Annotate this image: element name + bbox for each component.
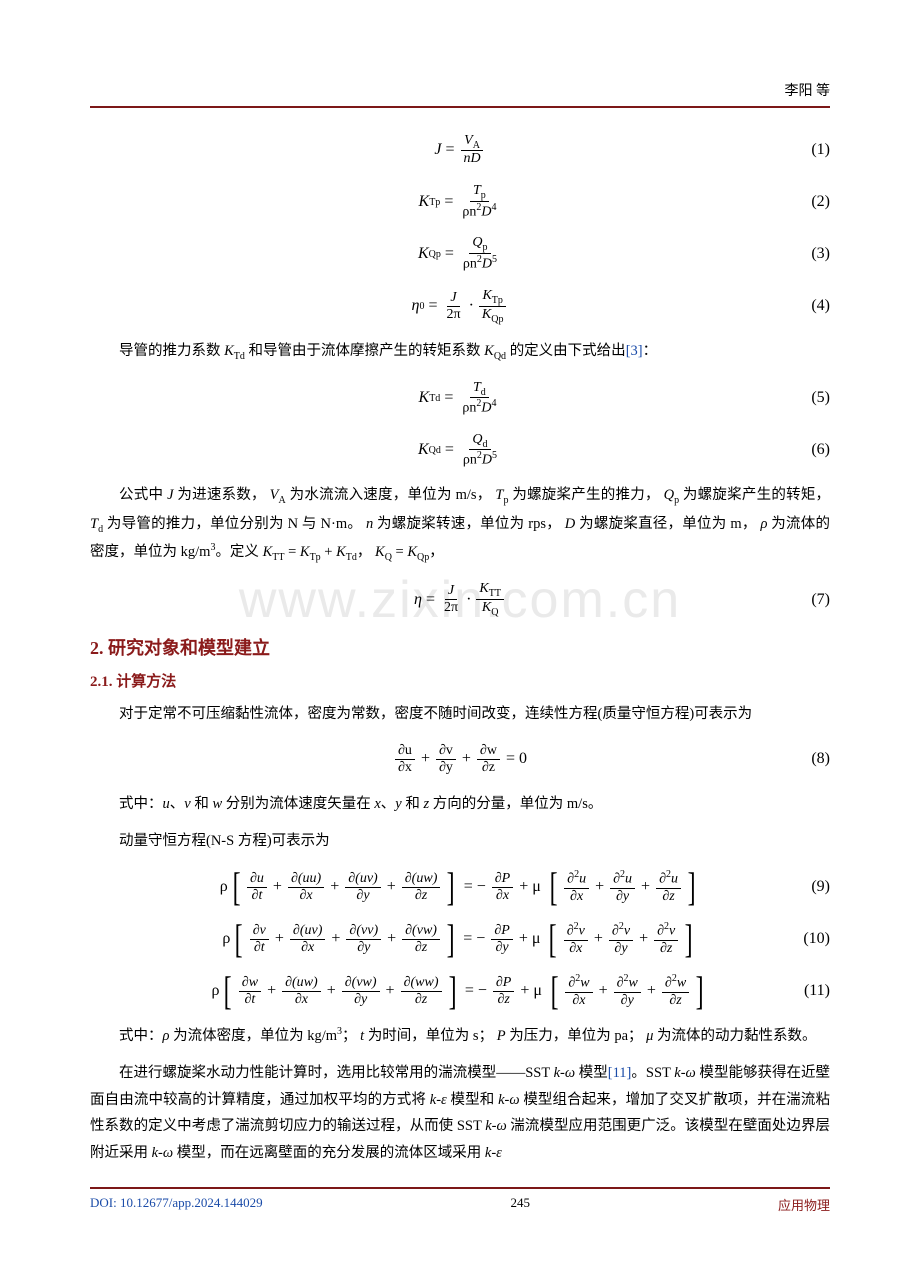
paragraph-duct-coeff: 导管的推力系数 KTd 和导管由于流体摩擦产生的转矩系数 KQd 的定义由下式给…: [90, 338, 830, 366]
eq-label-3: (3): [811, 245, 830, 263]
citation-3[interactable]: [3]: [626, 343, 643, 359]
paragraph-continuity-intro: 对于定常不可压缩黏性流体，密度为常数，密度不随时间改变，连续性方程(质量守恒方程…: [90, 701, 830, 728]
equation-4: η0= J2π · KTp KQp (4): [90, 286, 830, 326]
eq-label-11: (11): [804, 982, 830, 1000]
footer-page-number: 245: [511, 1195, 531, 1214]
equation-1: J= VA nD (1): [90, 130, 830, 170]
eq-label-6: (6): [811, 441, 830, 459]
equation-3: KQp= Qp ρn2D5 (3): [90, 234, 830, 274]
eq-label-9: (9): [811, 878, 830, 896]
bottom-rule: [90, 1187, 830, 1189]
equation-2: KTp= Tp ρn2D4 (2): [90, 182, 830, 222]
eq-label-7: (7): [811, 591, 830, 609]
eq-label-8: (8): [811, 750, 830, 768]
footer-doi[interactable]: DOI: 10.12677/app.2024.144029: [90, 1195, 263, 1214]
equation-8: ∂u∂x+ ∂v∂y+ ∂w∂z= 0 (8): [90, 739, 830, 779]
equation-5: KTd= Td ρn2D4 (5): [90, 378, 830, 418]
footer: DOI: 10.12677/app.2024.144029 245 应用物理: [90, 1195, 830, 1214]
heading-section-2-1: 2.1. 计算方法: [90, 670, 830, 691]
equation-11: ρ [ ∂w∂t+ ∂(uw)∂x+ ∂(vw)∂y+ ∂(ww)∂z ] = …: [90, 971, 830, 1011]
citation-11[interactable]: [11]: [608, 1065, 632, 1081]
eq-label-5: (5): [811, 389, 830, 407]
equation-10: ρ [ ∂v∂t+ ∂(uv)∂x+ ∂(vv)∂y+ ∂(vw)∂z ] = …: [90, 919, 830, 959]
eq-label-1: (1): [811, 141, 830, 159]
footer-journal: 应用物理: [778, 1195, 830, 1214]
equation-9: ρ [ ∂u∂t+ ∂(uu)∂x+ ∂(uv)∂y+ ∂(uw)∂z ] = …: [90, 867, 830, 907]
equation-7: η= J2π · KTT KQ (7): [90, 580, 830, 620]
header-author: 李阳 等: [90, 80, 830, 100]
paragraph-ns-symbols: 式中：ρ 为流体密度，单位为 kg/m3； t 为时间，单位为 s； P 为压力…: [90, 1023, 830, 1050]
eq-label-10: (10): [803, 930, 830, 948]
paragraph-uvw-def: 式中：u、v 和 w 分别为流体速度矢量在 x、y 和 z 方向的分量，单位为 …: [90, 791, 830, 818]
eq-label-4: (4): [811, 297, 830, 315]
paragraph-symbol-definitions: 公式中 J 为进速系数， VA 为水流流入速度，单位为 m/s， Tp 为螺旋桨…: [90, 482, 830, 567]
paragraph-ns-intro: 动量守恒方程(N-S 方程)可表示为: [90, 828, 830, 855]
paragraph-sst: 在进行螺旋桨水动力性能计算时，选用比较常用的湍流模型——SST k-ω 模型[1…: [90, 1060, 830, 1167]
equation-6: KQd= Qd ρn2D5 (6): [90, 430, 830, 470]
eq-label-2: (2): [811, 193, 830, 211]
top-rule: [90, 106, 830, 108]
heading-section-2: 2. 研究对象和模型建立: [90, 634, 830, 660]
